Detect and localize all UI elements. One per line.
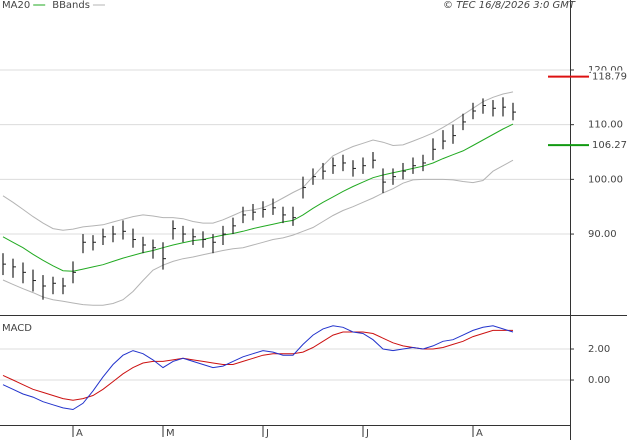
x-tick-label: J bbox=[265, 428, 269, 439]
level-label-bg bbox=[591, 70, 626, 83]
y-tick-label: 110.00 bbox=[588, 120, 623, 131]
series-line-lower bbox=[2, 159, 514, 306]
series-line bbox=[2, 123, 514, 272]
y-tick-label: 120.00 bbox=[588, 65, 623, 76]
x-tick-label: A bbox=[76, 428, 83, 439]
level-label: 106.27 bbox=[592, 140, 627, 151]
source: © TEC 16/8/2026 3:0 GMT bbox=[443, 0, 576, 11]
series-line bbox=[2, 325, 514, 411]
legend-label: BBands bbox=[52, 0, 90, 11]
legend-label: MA20 bbox=[2, 0, 30, 11]
x-tick-label: M bbox=[166, 428, 175, 439]
y-tick-label: 0.00 bbox=[588, 375, 610, 386]
x-tick-label: J bbox=[365, 428, 369, 439]
level-label: 118.79 bbox=[592, 72, 627, 83]
x-tick-label: A bbox=[476, 428, 483, 439]
y-tick-label: 100.00 bbox=[588, 174, 623, 185]
panel-title: MACD bbox=[2, 323, 32, 334]
level-label-bg bbox=[591, 139, 626, 152]
y-tick-label: 2.00 bbox=[588, 344, 610, 355]
y-tick-label: 90.00 bbox=[588, 229, 617, 240]
series-line bbox=[2, 91, 514, 231]
